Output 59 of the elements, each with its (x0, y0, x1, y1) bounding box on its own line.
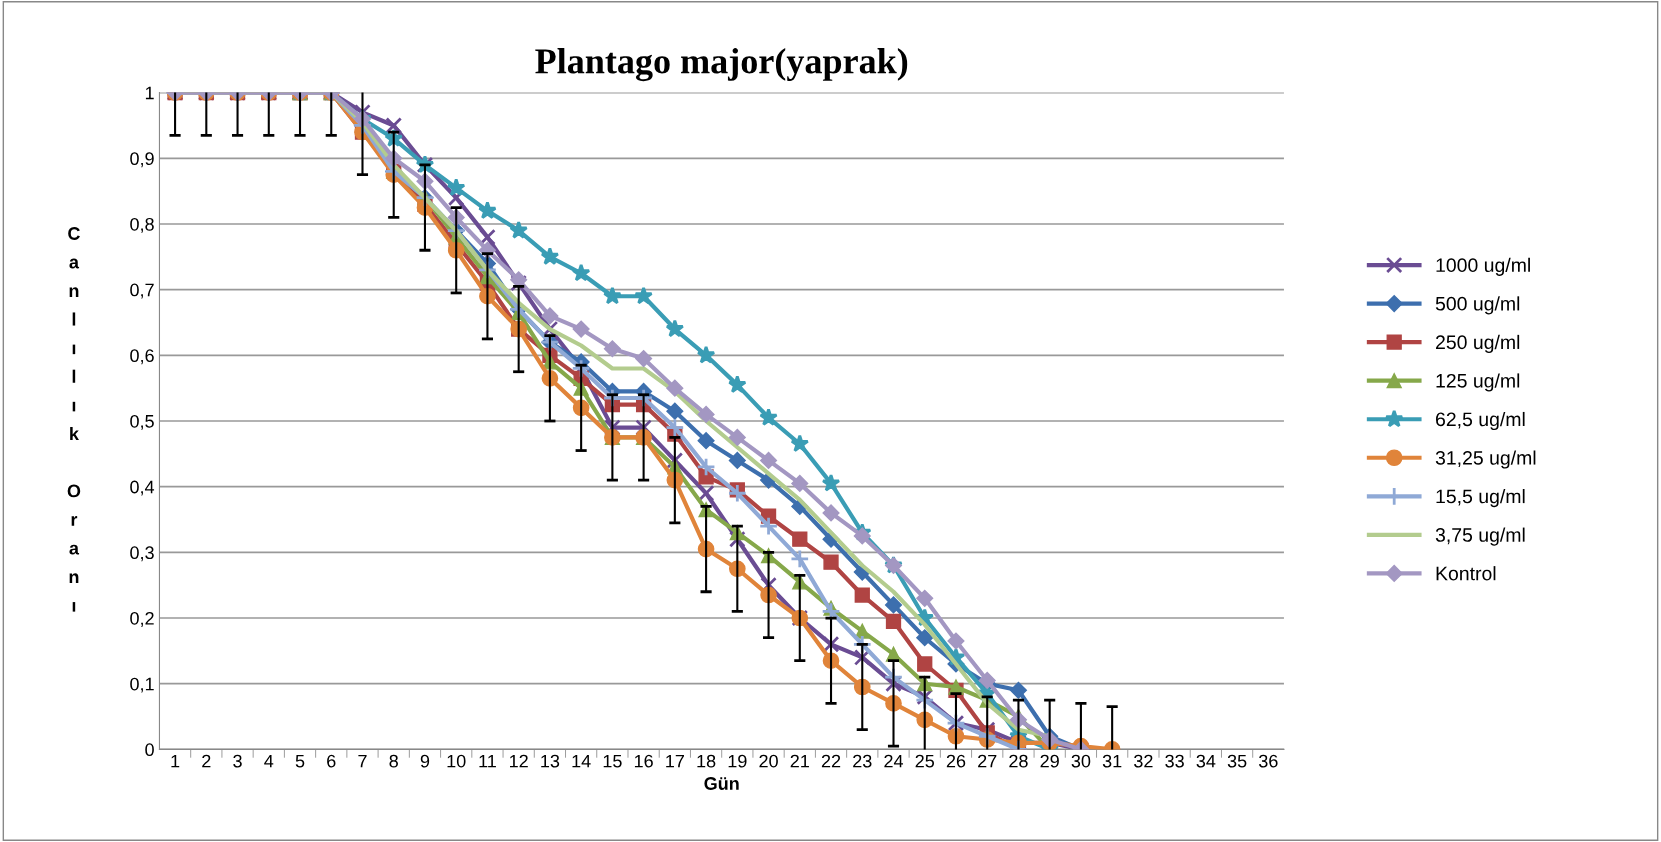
x-tick-label: 13 (541, 754, 560, 768)
x-tick-label: 10 (447, 754, 466, 768)
x-tick-label: 30 (1071, 754, 1091, 768)
x-tick-label: 8 (389, 754, 398, 768)
x-tick-label: 1 (171, 754, 180, 768)
legend-label: 62,5 ug/ml (1436, 411, 1525, 431)
legend-label: 500 ug/ml (1435, 296, 1520, 315)
y-tick-label: 0,3 (130, 546, 154, 562)
y-tick-label: 0,4 (130, 480, 155, 496)
x-tick-label: 16 (634, 754, 653, 768)
legend-label: Kontrol (1436, 566, 1496, 581)
x-tick-label: 33 (1165, 754, 1184, 768)
x-tick-label: 2 (202, 754, 211, 768)
x-tick-label: 15 (603, 754, 622, 768)
legend-label: 15,5 ug/ml (1436, 489, 1525, 508)
x-tick-label: 12 (510, 754, 528, 768)
y-tick-label: 0,5 (130, 414, 154, 430)
x-tick-label: 24 (884, 754, 904, 768)
x-tick-label: 19 (728, 754, 747, 768)
x-tick-label: 35 (1227, 754, 1247, 768)
x-tick-label: 32 (1134, 754, 1153, 768)
x-tick-label: 6 (327, 754, 336, 768)
y-tick-label: 0,7 (130, 283, 154, 299)
y-tick-label: 0,9 (130, 152, 154, 168)
x-tick-label: 31 (1102, 754, 1122, 768)
legend-label: 3,75 ug/ml (1435, 527, 1525, 546)
x-tick-label: 18 (697, 754, 716, 768)
x-tick-label: 36 (1258, 754, 1278, 768)
x-tick-label: 34 (1196, 754, 1216, 768)
y-tick-label: 0,6 (130, 349, 154, 365)
x-tick-label: 21 (790, 754, 809, 768)
y-tick-label: 0 (145, 743, 154, 757)
legend-label: 125 ug/ml (1436, 373, 1520, 392)
x-axis-title: Gün (704, 777, 739, 790)
legend-label: 1000 ug/ml (1436, 257, 1530, 276)
x-tick-label: 28 (1009, 754, 1028, 768)
chart-title: Plantago major(yaprak) (535, 48, 908, 82)
x-tick-label: 23 (853, 754, 872, 768)
x-tick-label: 5 (295, 754, 305, 768)
x-tick-label: 20 (759, 754, 778, 768)
legend-label: 31,25 ug/ml (1435, 450, 1536, 469)
x-tick-label: 29 (1040, 754, 1059, 768)
x-tick-label: 4 (264, 754, 274, 768)
y-tick-label: 0,8 (130, 217, 154, 233)
x-tick-label: 9 (420, 754, 430, 768)
legend-label: 250 ug/ml (1436, 334, 1520, 353)
y-tick-label: 0,1 (130, 677, 154, 693)
x-tick-label: 22 (821, 754, 841, 768)
x-tick-label: 25 (915, 754, 935, 768)
x-tick-label: 7 (358, 754, 367, 768)
x-tick-label: 27 (978, 754, 997, 768)
x-tick-label: 3 (233, 754, 242, 768)
y-tick-label: 0,2 (130, 611, 154, 627)
x-tick-label: 11 (479, 754, 496, 768)
x-tick-label: 26 (946, 754, 966, 768)
text: Canlılık Oranı (67, 227, 81, 612)
x-tick-label: 14 (572, 754, 591, 768)
y-tick-label: 1 (145, 86, 154, 100)
x-tick-label: 17 (666, 754, 684, 768)
